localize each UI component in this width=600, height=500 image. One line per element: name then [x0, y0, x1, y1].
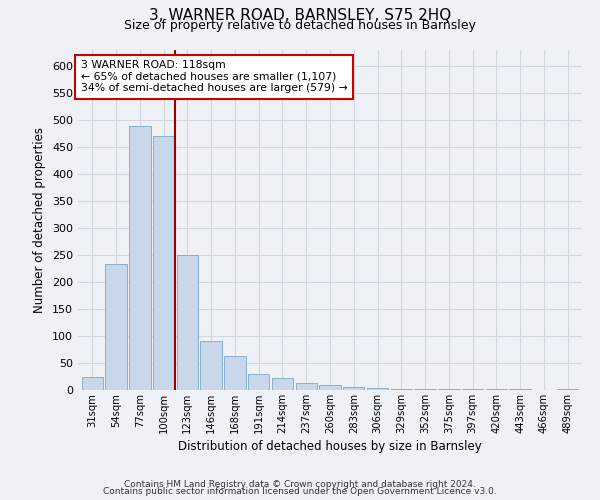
Bar: [224, 356, 245, 390]
Bar: [272, 378, 293, 390]
Bar: [106, 264, 127, 390]
Text: Contains HM Land Registry data © Crown copyright and database right 2024.: Contains HM Land Registry data © Crown c…: [124, 480, 476, 489]
Text: 3 WARNER ROAD: 118sqm
← 65% of detached houses are smaller (1,107)
34% of semi-d: 3 WARNER ROAD: 118sqm ← 65% of detached …: [80, 60, 347, 94]
Bar: [153, 136, 174, 390]
Text: 3, WARNER ROAD, BARNSLEY, S75 2HQ: 3, WARNER ROAD, BARNSLEY, S75 2HQ: [149, 8, 451, 23]
Y-axis label: Number of detached properties: Number of detached properties: [34, 127, 46, 313]
Bar: [343, 388, 364, 390]
Text: Contains public sector information licensed under the Open Government Licence v3: Contains public sector information licen…: [103, 487, 497, 496]
Bar: [129, 126, 151, 390]
Bar: [296, 383, 317, 390]
Bar: [367, 388, 388, 390]
Bar: [176, 255, 198, 390]
Bar: [319, 384, 341, 390]
Bar: [248, 374, 269, 390]
Text: Size of property relative to detached houses in Barnsley: Size of property relative to detached ho…: [124, 19, 476, 32]
Bar: [200, 342, 222, 390]
Bar: [557, 389, 578, 390]
Bar: [82, 376, 103, 390]
X-axis label: Distribution of detached houses by size in Barnsley: Distribution of detached houses by size …: [178, 440, 482, 453]
